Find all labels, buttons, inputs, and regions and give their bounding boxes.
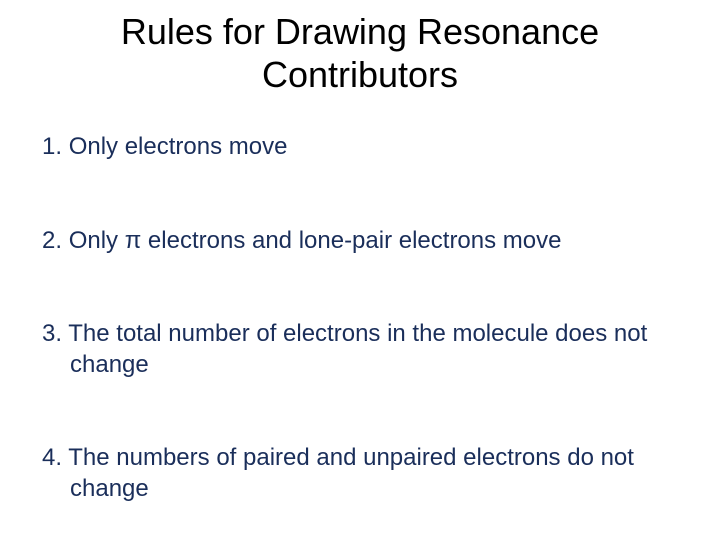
slide-title: Rules for Drawing Resonance Contributors xyxy=(20,10,700,96)
list-item: 4. The numbers of paired and unpaired el… xyxy=(20,442,700,504)
rules-list: 1. Only electrons move 2. Only π electro… xyxy=(20,131,700,504)
list-item: 2. Only π electrons and lone-pair electr… xyxy=(20,225,700,256)
item-number: 2. xyxy=(42,227,62,254)
item-text: The numbers of paired and unpaired elect… xyxy=(68,444,634,502)
item-text: Only π electrons and lone-pair electrons… xyxy=(69,227,562,254)
list-item: 3. The total number of electrons in the … xyxy=(20,318,700,380)
item-number: 1. xyxy=(42,133,62,160)
list-item: 1. Only electrons move xyxy=(20,131,700,162)
item-number: 4. xyxy=(42,444,62,471)
item-text: The total number of electrons in the mol… xyxy=(68,320,647,378)
item-text: Only electrons move xyxy=(69,133,288,160)
item-number: 3. xyxy=(42,320,62,347)
